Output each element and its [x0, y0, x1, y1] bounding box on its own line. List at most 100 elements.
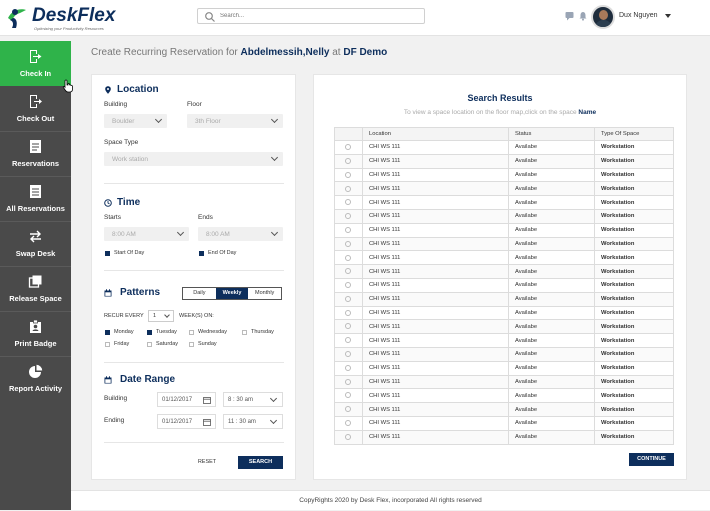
reset-button[interactable]: RESET: [190, 456, 224, 468]
row-radio[interactable]: [345, 392, 351, 399]
location-cell[interactable]: CHI WS 111: [362, 277, 509, 293]
row-radio[interactable]: [345, 240, 351, 247]
pattern-monthly[interactable]: Monthly: [255, 290, 275, 296]
sidebar-item-swap-desk[interactable]: Swap Desk: [0, 221, 71, 266]
table-row[interactable]: CHI WS 111 Availabe Workstation: [334, 360, 674, 376]
sidebar-item-print-badge[interactable]: Print Badge: [0, 311, 71, 356]
sidebar-item-all-reservations[interactable]: All Reservations: [0, 176, 71, 221]
sidebar-item-report-activity[interactable]: Report Activity: [0, 356, 71, 401]
location-cell[interactable]: CHI WS 111: [362, 264, 509, 279]
row-radio[interactable]: [345, 295, 351, 302]
location-cell[interactable]: CHI WS 111: [362, 415, 509, 431]
search-input[interactable]: [220, 10, 420, 22]
table-row[interactable]: CHI WS 111 Availabe Workstation: [334, 208, 674, 224]
location-cell[interactable]: CHI WS 111: [362, 195, 509, 210]
end-of-day-checkbox[interactable]: [199, 251, 204, 256]
row-radio[interactable]: [345, 420, 351, 427]
start-time-field[interactable]: 8 : 30 am: [223, 392, 283, 407]
pattern-daily[interactable]: Daily: [193, 290, 206, 296]
messages-icon[interactable]: [565, 11, 575, 21]
sidebar-item-check-out[interactable]: Check Out: [0, 86, 71, 131]
row-radio[interactable]: [345, 144, 351, 151]
thursday-checkbox[interactable]: [242, 330, 247, 335]
row-radio[interactable]: [345, 406, 351, 413]
monday-checkbox[interactable]: [105, 330, 110, 335]
logo[interactable]: DeskFlex Optimizing your Productivity Re…: [6, 6, 115, 32]
row-radio[interactable]: [345, 254, 351, 261]
row-radio[interactable]: [345, 157, 351, 164]
table-row[interactable]: CHI WS 111 Availabe Workstation: [334, 250, 674, 266]
start-of-day-checkbox[interactable]: [105, 251, 110, 256]
row-radio[interactable]: [345, 433, 351, 440]
location-cell[interactable]: CHI WS 111: [362, 153, 509, 169]
row-radio[interactable]: [345, 171, 351, 178]
saturday-checkbox[interactable]: [147, 342, 152, 347]
ends-select[interactable]: 8:00 AM: [198, 227, 283, 241]
table-row[interactable]: CHI WS 111 Availabe Workstation: [334, 236, 674, 252]
location-cell[interactable]: CHI WS 111: [362, 374, 509, 390]
location-cell[interactable]: CHI WS 111: [362, 236, 509, 252]
row-radio[interactable]: [345, 364, 351, 371]
table-row[interactable]: CHI WS 111 Availabe Workstation: [334, 415, 674, 431]
recur-every-select[interactable]: 1: [148, 310, 174, 322]
row-radio[interactable]: [345, 378, 351, 385]
table-row[interactable]: CHI WS 111 Availabe Workstation: [334, 140, 674, 155]
location-cell[interactable]: CHI WS 111: [362, 208, 509, 224]
location-cell[interactable]: CHI WS 111: [362, 222, 509, 238]
location-cell[interactable]: CHI WS 111: [362, 333, 509, 348]
column-header-type[interactable]: Type Of Space: [594, 127, 674, 141]
row-radio[interactable]: [345, 213, 351, 220]
chevron-down-icon[interactable]: [665, 14, 671, 18]
row-radio[interactable]: [345, 323, 351, 330]
table-row[interactable]: CHI WS 111 Availabe Workstation: [334, 291, 674, 307]
table-row[interactable]: CHI WS 111 Availabe Workstation: [334, 222, 674, 238]
continue-button[interactable]: CONTINUE: [629, 453, 674, 466]
row-radio[interactable]: [345, 337, 351, 344]
location-cell[interactable]: CHI WS 111: [362, 305, 509, 321]
sunday-checkbox[interactable]: [189, 342, 194, 347]
table-row[interactable]: CHI WS 111 Availabe Workstation: [334, 319, 674, 335]
sidebar-item-check-in[interactable]: Check In: [0, 41, 71, 86]
space-type-select[interactable]: Work station: [104, 152, 283, 166]
search-button[interactable]: SEARCH: [238, 456, 283, 469]
location-cell[interactable]: CHI WS 111: [362, 388, 509, 404]
row-radio[interactable]: [345, 199, 351, 206]
location-cell[interactable]: CHI WS 111: [362, 140, 509, 155]
avatar[interactable]: [591, 5, 615, 29]
table-row[interactable]: CHI WS 111 Availabe Workstation: [334, 402, 674, 417]
table-row[interactable]: CHI WS 111 Availabe Workstation: [334, 333, 674, 348]
table-row[interactable]: CHI WS 111 Availabe Workstation: [334, 181, 674, 197]
location-cell[interactable]: CHI WS 111: [362, 346, 509, 362]
table-row[interactable]: CHI WS 111 Availabe Workstation: [334, 429, 674, 445]
sidebar-item-reservations[interactable]: Reservations: [0, 131, 71, 176]
end-time-field[interactable]: 11 : 30 am: [223, 414, 283, 429]
friday-checkbox[interactable]: [105, 342, 110, 347]
row-radio[interactable]: [345, 282, 351, 289]
location-cell[interactable]: CHI WS 111: [362, 402, 509, 417]
end-date-field[interactable]: 01/12/2017: [157, 414, 216, 429]
pattern-weekly[interactable]: Weekly: [215, 288, 249, 299]
building-select[interactable]: Boulder: [104, 114, 167, 128]
row-radio[interactable]: [345, 309, 351, 316]
column-header-status[interactable]: Status: [508, 127, 595, 141]
table-row[interactable]: CHI WS 111 Availabe Workstation: [334, 264, 674, 279]
row-radio[interactable]: [345, 268, 351, 275]
location-cell[interactable]: CHI WS 111: [362, 291, 509, 307]
start-date-field[interactable]: 01/12/2017: [157, 392, 216, 407]
floor-select[interactable]: 3th Floor: [187, 114, 283, 128]
table-row[interactable]: CHI WS 111 Availabe Workstation: [334, 277, 674, 293]
table-row[interactable]: CHI WS 111 Availabe Workstation: [334, 195, 674, 210]
sidebar-item-release-space[interactable]: Release Space: [0, 266, 71, 311]
table-row[interactable]: CHI WS 111 Availabe Workstation: [334, 305, 674, 321]
location-cell[interactable]: CHI WS 111: [362, 167, 509, 183]
table-row[interactable]: CHI WS 111 Availabe Workstation: [334, 346, 674, 362]
location-cell[interactable]: CHI WS 111: [362, 429, 509, 445]
user-name[interactable]: Dux Nguyen: [619, 12, 658, 19]
location-cell[interactable]: CHI WS 111: [362, 319, 509, 335]
row-radio[interactable]: [345, 351, 351, 358]
column-header-location[interactable]: Location: [362, 127, 509, 141]
starts-select[interactable]: 8:00 AM: [104, 227, 189, 241]
table-row[interactable]: CHI WS 111 Availabe Workstation: [334, 374, 674, 390]
location-cell[interactable]: CHI WS 111: [362, 250, 509, 266]
wednesday-checkbox[interactable]: [189, 330, 194, 335]
